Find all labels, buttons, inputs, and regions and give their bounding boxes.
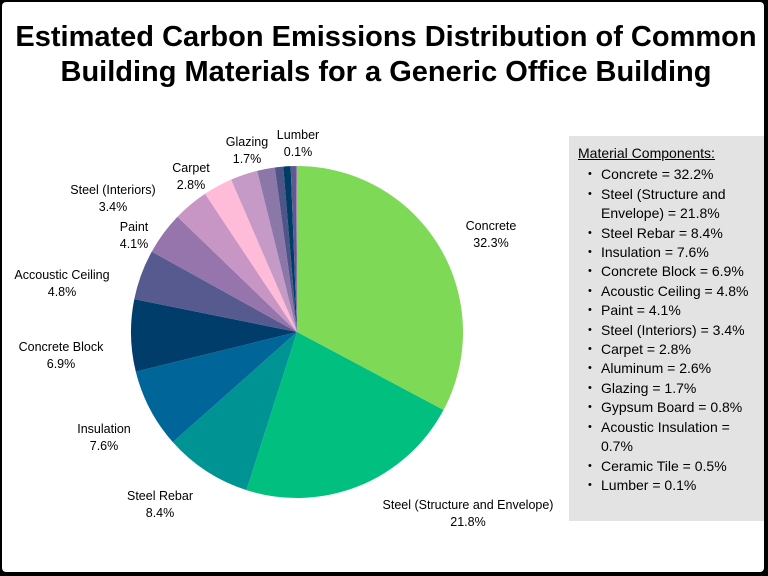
slice-label: Paint 4.1% — [120, 219, 149, 253]
pie-slice-steel-structure-and-envelope — [246, 332, 444, 498]
slice-label-name: Lumber — [276, 128, 320, 142]
slice-label: Steel (Interiors) 3.4% — [70, 182, 155, 216]
legend-item: Insulation = 7.6% — [588, 243, 764, 263]
slice-label: Lumber 0.1% — [277, 127, 319, 161]
legend-item: Concrete = 32.2% — [588, 165, 764, 185]
pie-slice-concrete-block — [131, 299, 297, 372]
slice-label-name: Steel (Structure and Envelope) — [382, 498, 554, 512]
slice-label: Concrete Block 6.9% — [19, 339, 104, 373]
legend-item: Acoustic Insulation = 0.7% — [588, 418, 764, 457]
pie-slice-steel-rebar — [172, 332, 297, 491]
legend-item: Lumber = 0.1% — [588, 476, 764, 496]
legend-item: Steel Rebar = 8.4% — [588, 224, 764, 244]
legend-item: Glazing = 1.7% — [588, 379, 764, 399]
slice-label-value: 4.8% — [47, 285, 77, 299]
slice-label: Insulation 7.6% — [77, 421, 131, 455]
pie-slice-steel-interiors — [177, 193, 297, 332]
slice-label-value: 32.3% — [473, 236, 509, 250]
legend-item: Gypsum Board = 0.8% — [588, 398, 764, 418]
slice-label-value: 3.4% — [98, 200, 128, 214]
slice-label: Glazing 1.7% — [226, 134, 268, 168]
chart-title: Estimated Carbon Emissions Distribution … — [15, 21, 757, 88]
pie-slice-concrete — [297, 166, 464, 411]
legend-heading: Material Components: — [578, 145, 715, 161]
pie-slice-gypsum-board — [274, 166, 297, 332]
slice-label: Accoustic Ceiling 4.8% — [14, 267, 109, 301]
slice-label-name: Concrete — [465, 219, 517, 233]
legend-item: Acoustic Ceiling = 4.8% — [588, 282, 764, 302]
slice-label-value: 1.7% — [232, 152, 262, 166]
slice-label: Steel (Structure and Envelope) 21.8% — [383, 497, 554, 531]
legend-item: Steel (Structure and Envelope) = 21.8% — [588, 185, 764, 224]
slice-label-name: Concrete Block — [18, 340, 104, 354]
slice-label: Carpet 2.8% — [172, 160, 210, 194]
pie-slice-accoustic-ceiling — [134, 251, 297, 332]
legend-item: Carpet = 2.8% — [588, 340, 764, 360]
slice-label-value: 2.8% — [176, 178, 206, 192]
slice-label-name: Steel Rebar — [126, 489, 194, 503]
legend-item: Ceramic Tile = 0.5% — [588, 457, 764, 477]
legend-list: Concrete = 32.2%Steel (Structure and Env… — [569, 165, 764, 495]
pie-slice-paint — [151, 216, 297, 332]
slice-label-value: 4.1% — [119, 237, 149, 251]
slice-label-name: Glazing — [225, 135, 269, 149]
pie-slice-carpet — [205, 179, 297, 332]
slice-label: Concrete 32.3% — [466, 218, 517, 252]
slice-label-value: 21.8% — [450, 515, 486, 529]
pie-slice-insulation — [135, 332, 297, 443]
slice-label-value: 6.9% — [46, 357, 76, 371]
slice-label-name: Insulation — [77, 422, 131, 436]
slice-label: Steel Rebar 8.4% — [127, 488, 193, 522]
pie-slice-lumber — [295, 166, 297, 332]
pie-slice-ceramic-tile — [290, 166, 297, 332]
legend-item: Steel (Interiors) = 3.4% — [588, 321, 764, 341]
legend: Material Components: Concrete = 32.2%Ste… — [569, 136, 764, 521]
slice-label-name: Paint — [119, 220, 149, 234]
legend-item: Paint = 4.1% — [588, 301, 764, 321]
slice-label-value: 0.1% — [283, 145, 313, 159]
legend-item: Aluminum = 2.6% — [588, 359, 764, 379]
slice-label-value: 8.4% — [145, 506, 175, 520]
pie-slice-aluminum — [231, 170, 297, 332]
legend-item: Concrete Block = 6.9% — [588, 262, 764, 282]
slice-label-name: Steel (Interiors) — [70, 183, 156, 197]
pie-slice-glazing — [257, 167, 297, 332]
slice-label-name: Accoustic Ceiling — [14, 268, 110, 282]
pie-slice-acoustic-insulation — [283, 166, 297, 332]
slice-label-value: 7.6% — [89, 439, 119, 453]
slice-label-name: Carpet — [172, 161, 210, 175]
